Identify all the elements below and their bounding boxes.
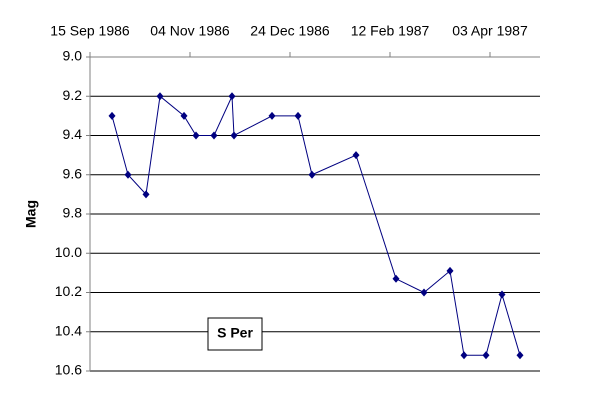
series-label-box	[207, 317, 263, 351]
y-axis-label: Mag	[23, 200, 39, 228]
y-tick-label: 10.2	[55, 283, 82, 299]
data-point	[192, 131, 200, 140]
data-point	[446, 266, 454, 275]
x-tick-label: 12 Feb 1987	[351, 23, 430, 39]
data-point	[420, 288, 428, 297]
y-tick-label: 9.4	[63, 126, 83, 142]
data-point	[392, 274, 400, 283]
data-point	[498, 290, 506, 299]
data-point	[180, 111, 188, 120]
data-point	[460, 351, 468, 360]
y-tick-label: 10.6	[55, 362, 82, 378]
data-point	[124, 170, 132, 179]
y-tick-label: 9.8	[63, 205, 83, 221]
y-tick-label: 10.4	[55, 322, 82, 338]
data-point	[308, 170, 316, 179]
data-point	[228, 92, 236, 101]
series-label: S Per	[217, 325, 253, 341]
x-tick-label: 15 Sep 1986	[50, 23, 130, 39]
x-tick-label: 03 Apr 1987	[452, 23, 528, 39]
y-tick-label: 9.0	[63, 48, 83, 64]
y-tick-label: 9.2	[63, 87, 83, 103]
data-point	[352, 151, 360, 160]
data-point	[294, 111, 302, 120]
data-point	[210, 131, 218, 140]
data-point	[268, 111, 276, 120]
data-point	[108, 111, 116, 120]
x-tick-label: 24 Dec 1986	[250, 23, 330, 39]
series-line	[111, 95, 521, 356]
y-tick-label: 9.6	[63, 165, 83, 181]
data-point	[516, 351, 524, 360]
y-tick-label: 10.0	[55, 244, 82, 260]
data-point	[156, 92, 164, 101]
data-point	[142, 190, 150, 199]
data-point	[230, 131, 238, 140]
data-point	[482, 351, 490, 360]
x-tick-label: 04 Nov 1986	[150, 23, 230, 39]
